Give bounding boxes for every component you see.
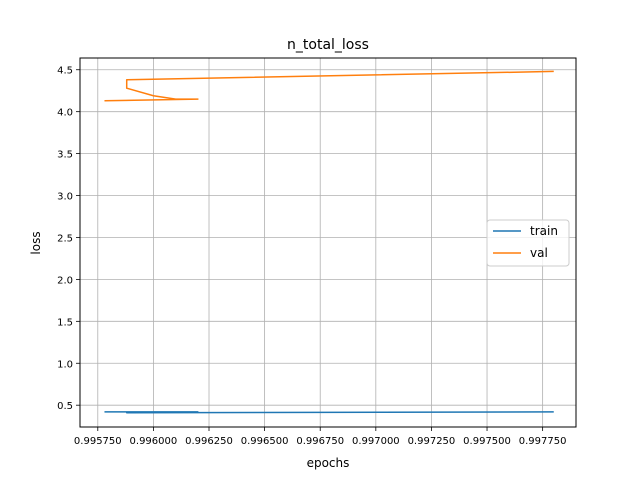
y-tick-label: 0.5	[57, 401, 73, 412]
x-axis-label: epochs	[307, 456, 350, 470]
series-layer	[104, 70, 554, 414]
y-tick-label: 1.0	[57, 359, 73, 370]
x-tick-label: 0.995750	[74, 436, 122, 447]
x-tick-label: 0.996250	[185, 436, 233, 447]
x-tick-label: 0.996000	[130, 436, 178, 447]
y-tick-label: 1.5	[57, 317, 73, 328]
x-tick-label: 0.997250	[408, 436, 456, 447]
y-tick-label: 3.0	[57, 192, 73, 203]
plot-frame	[79, 57, 577, 428]
grid	[80, 58, 576, 427]
y-axis-label: loss	[29, 231, 43, 254]
y-tick-label: 4.5	[57, 66, 73, 77]
axis-ticks: 0.995750 0.996000 0.996250 0.996500 0.996750…	[57, 66, 566, 447]
y-tick-label: 2.5	[57, 233, 73, 244]
x-tick-label: 0.997500	[463, 436, 511, 447]
series-line-val	[104, 70, 554, 102]
x-tick-label: 0.996750	[296, 436, 344, 447]
legend-train-label: train	[530, 224, 558, 238]
y-tick-label: 2.0	[57, 275, 73, 286]
y-tick-label: 3.5	[57, 150, 73, 161]
legend-val-label: val	[530, 246, 548, 260]
x-tick-label: 0.997750	[519, 436, 567, 447]
y-tick-label: 4.0	[57, 108, 73, 119]
chart-title: n_total_loss	[287, 37, 369, 53]
x-tick-label: 0.997000	[352, 436, 400, 447]
legend: train val	[486, 219, 570, 267]
series-line-train	[104, 411, 554, 414]
x-tick-label: 0.996500	[241, 436, 289, 447]
